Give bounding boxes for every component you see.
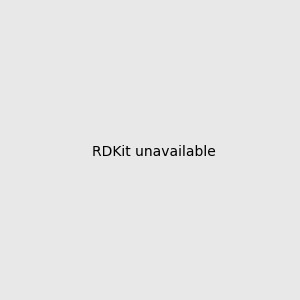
Text: RDKit unavailable: RDKit unavailable <box>92 145 216 158</box>
